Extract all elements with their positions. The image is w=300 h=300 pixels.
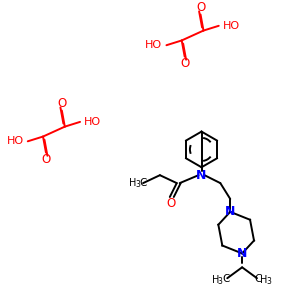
Text: HO: HO [146,40,163,50]
Text: 3: 3 [266,277,271,286]
Text: 3: 3 [218,277,223,286]
Text: HO: HO [7,136,24,146]
Text: HO: HO [84,117,101,127]
Text: N: N [237,247,247,260]
Text: 3: 3 [136,180,141,189]
Text: H: H [260,275,268,285]
Text: O: O [57,97,67,110]
Text: O: O [196,1,205,14]
Text: HO: HO [223,21,240,31]
Text: H: H [212,275,219,285]
Text: N: N [225,205,236,218]
Text: O: O [180,57,189,70]
Text: C: C [223,274,230,284]
Text: C: C [254,274,262,284]
Text: O: O [166,197,176,210]
Text: N: N [196,169,207,182]
Text: C: C [140,178,147,188]
Text: O: O [41,153,51,166]
Text: H: H [130,178,137,188]
